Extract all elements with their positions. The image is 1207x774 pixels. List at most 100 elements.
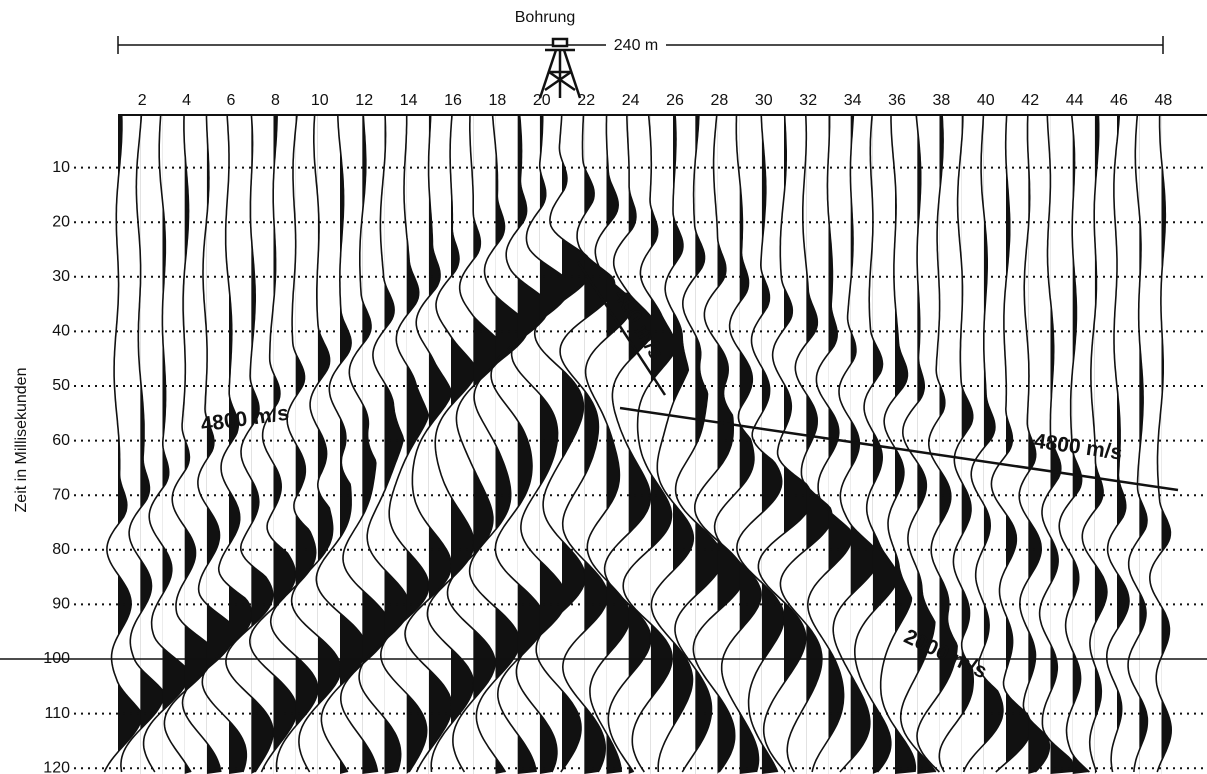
trace-fill xyxy=(406,115,429,774)
trace-fill xyxy=(384,115,410,774)
trace xyxy=(120,114,165,773)
y-axis-label: Zeit in Millisekunden xyxy=(13,368,30,513)
trace-fill xyxy=(828,115,852,740)
trace xyxy=(713,114,762,773)
trace-fill xyxy=(872,115,899,774)
trace xyxy=(103,114,143,773)
scale-label-bg xyxy=(606,36,666,54)
y-tick-label: 70 xyxy=(52,486,70,503)
trace-fill xyxy=(539,115,569,774)
trace xyxy=(584,114,634,773)
trace xyxy=(603,115,658,773)
trace xyxy=(559,114,616,773)
trace xyxy=(1148,114,1173,773)
trace-fill xyxy=(1028,115,1050,774)
trace-fill xyxy=(428,115,452,774)
trace-fill xyxy=(140,115,164,774)
trace-label: 36 xyxy=(888,92,906,109)
trace-fill xyxy=(717,232,744,774)
trace-fill xyxy=(362,115,390,774)
velocity-label: 4800 m/s xyxy=(199,401,290,436)
trace-fill xyxy=(1139,115,1148,774)
trace-label: 18 xyxy=(489,92,507,109)
trace xyxy=(315,114,367,773)
velocity-line xyxy=(576,261,667,396)
y-tick-label: 50 xyxy=(52,377,70,394)
trace-label: 34 xyxy=(844,92,862,109)
trace-label: 40 xyxy=(977,92,995,109)
trace-fill xyxy=(673,115,694,774)
trace xyxy=(248,115,298,773)
trace-label: 44 xyxy=(1066,92,1084,109)
trace xyxy=(622,114,678,773)
y-tick-label: 90 xyxy=(52,596,70,613)
trace xyxy=(854,114,900,773)
trace-label: 8 xyxy=(271,92,280,109)
trace-fill xyxy=(251,115,273,774)
trace-label: 4 xyxy=(182,92,191,109)
trace xyxy=(650,114,695,773)
trace xyxy=(962,114,1004,773)
trace xyxy=(510,115,570,773)
trace-fill xyxy=(961,115,974,774)
y-tick-label: 110 xyxy=(44,705,70,722)
trace-label: 48 xyxy=(1155,92,1173,109)
trace xyxy=(1038,114,1075,773)
trace-fill xyxy=(495,115,529,774)
trace xyxy=(269,114,319,773)
trace xyxy=(899,114,937,773)
trace xyxy=(446,114,505,773)
y-tick-label: 20 xyxy=(52,213,70,230)
trace xyxy=(181,115,235,773)
trace xyxy=(938,114,974,773)
trace-fill xyxy=(273,115,297,774)
trace xyxy=(990,114,1032,773)
trace-fill xyxy=(584,166,615,774)
trace-label: 2 xyxy=(138,92,147,109)
trace-label: 22 xyxy=(577,92,595,109)
trace xyxy=(468,114,530,773)
trace xyxy=(426,114,478,773)
trace-fill xyxy=(451,115,477,774)
trace xyxy=(201,114,253,773)
trace xyxy=(490,114,550,773)
trace xyxy=(779,114,833,773)
trace xyxy=(379,115,430,773)
trace-fill xyxy=(1117,115,1129,774)
trace xyxy=(1018,114,1051,773)
trace-fill xyxy=(295,115,318,727)
y-tick-label: 120 xyxy=(43,759,70,774)
trace xyxy=(736,114,785,773)
trace-fill xyxy=(784,115,812,774)
trace-label: 26 xyxy=(666,92,684,109)
velocity-label: 4800 m/s xyxy=(1033,429,1124,464)
trace-fill xyxy=(983,115,1003,774)
trace xyxy=(358,114,410,773)
trace-fill xyxy=(206,127,234,774)
trace-label: 28 xyxy=(711,92,729,109)
trace xyxy=(1127,114,1149,773)
trace-label: 46 xyxy=(1110,92,1128,109)
trace-fill xyxy=(850,115,880,774)
trace-label: 6 xyxy=(227,92,236,109)
trace xyxy=(806,115,853,773)
y-tick-label: 60 xyxy=(52,432,70,449)
trace-label: 12 xyxy=(355,92,373,109)
trace-label: 30 xyxy=(755,92,773,109)
title: Bohrung xyxy=(515,9,576,26)
trace-fill xyxy=(473,211,504,700)
traces xyxy=(103,114,1173,774)
distance-label: 240 m xyxy=(614,37,658,54)
trace-fill xyxy=(806,130,832,704)
trace xyxy=(1058,114,1090,773)
trace xyxy=(916,114,958,773)
trace-fill xyxy=(895,115,916,774)
derrick-icon xyxy=(538,37,582,99)
trace-fill xyxy=(1050,299,1074,774)
y-tick-label: 30 xyxy=(52,268,70,285)
trace xyxy=(404,114,453,773)
trace-label: 32 xyxy=(799,92,817,109)
trace-fill xyxy=(628,115,657,774)
trace-label: 24 xyxy=(622,92,640,109)
